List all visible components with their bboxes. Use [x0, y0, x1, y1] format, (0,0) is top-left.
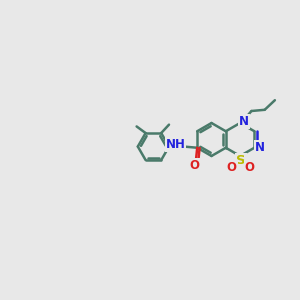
Text: S: S: [236, 154, 246, 167]
Text: N: N: [239, 115, 249, 128]
Text: O: O: [190, 159, 200, 172]
Text: N: N: [255, 141, 266, 154]
Text: NH: NH: [166, 138, 185, 151]
Text: O: O: [227, 161, 237, 174]
Text: O: O: [245, 161, 255, 174]
